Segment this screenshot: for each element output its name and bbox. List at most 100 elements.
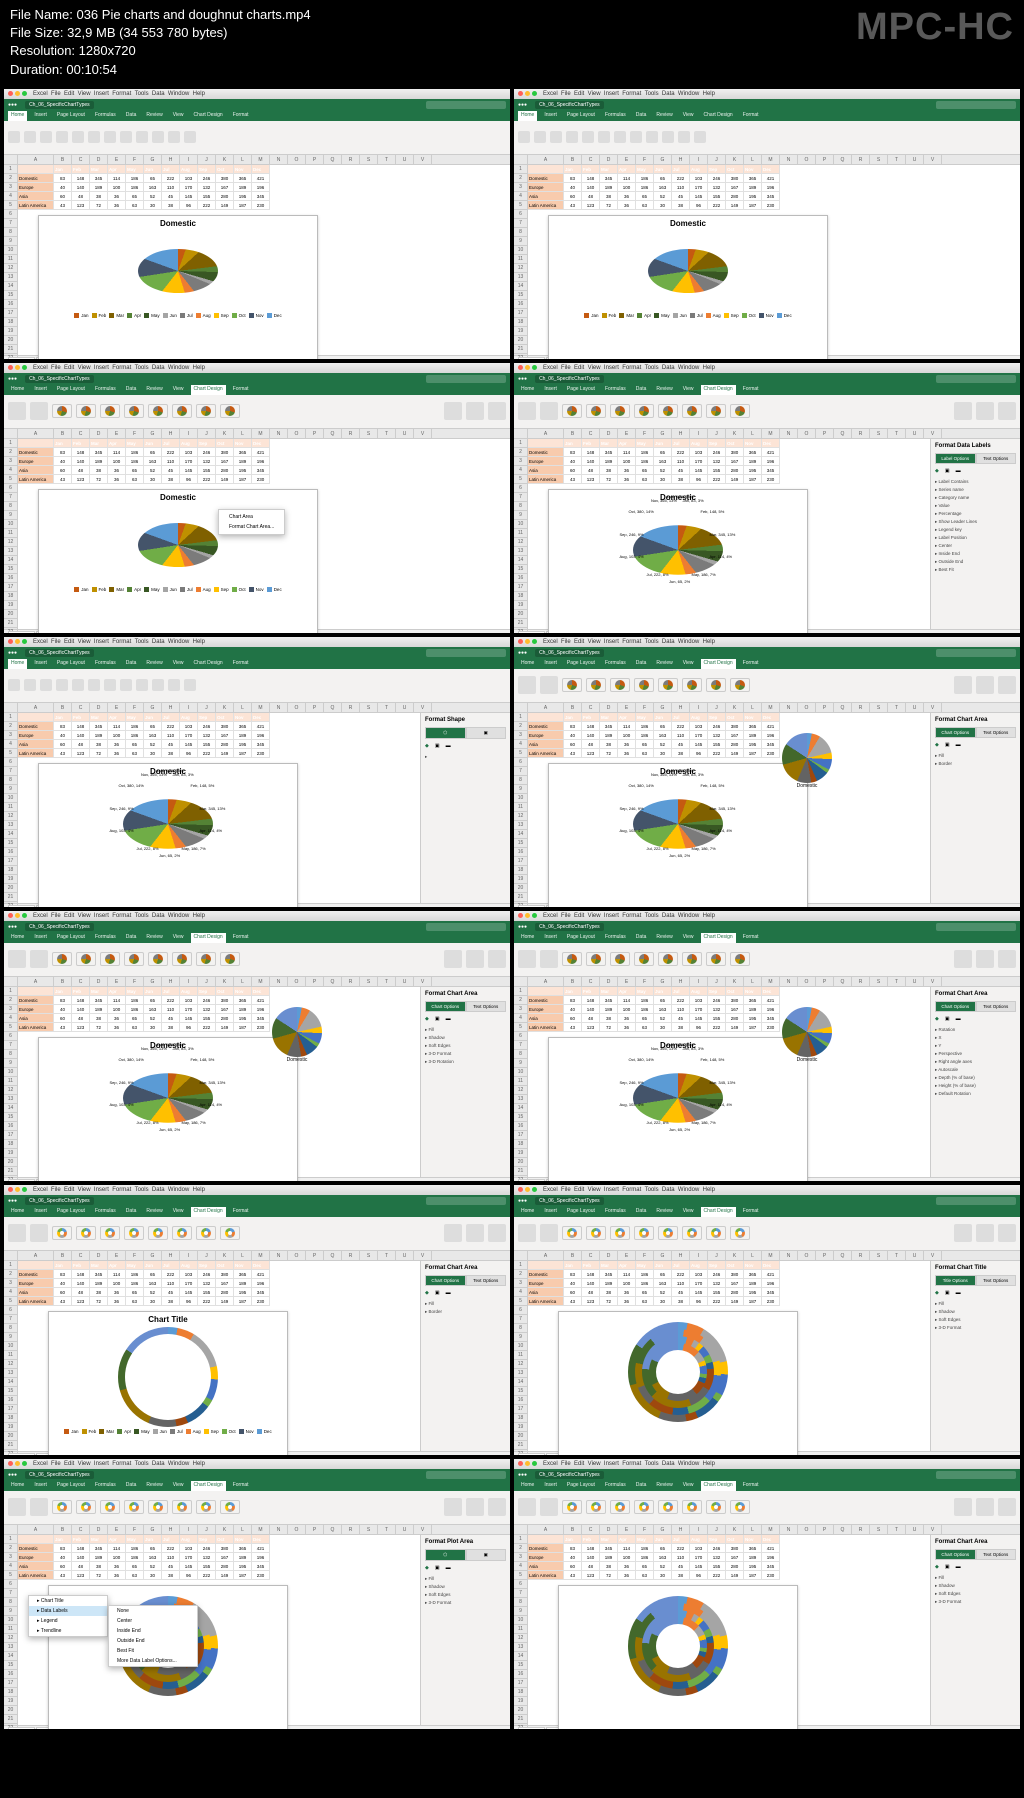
sheet-tab-column[interactable]: Column [518, 1453, 545, 1455]
tab-page-layout[interactable]: Page Layout [564, 385, 598, 395]
search-box[interactable] [936, 649, 1016, 657]
sheet-tab-column[interactable]: Column [8, 1453, 35, 1455]
chart-style[interactable] [730, 1226, 750, 1240]
tab-data[interactable]: Data [123, 659, 140, 669]
thumbnail-9[interactable]: Excel File Edit View Insert Format Tools… [4, 1185, 510, 1455]
sheet-tab-column[interactable]: Column [518, 905, 545, 907]
tab-format[interactable]: Format [740, 933, 762, 943]
spreadsheet-area[interactable]: JanFebMarAprMayJunJulAugSepOctNovDecDome… [528, 713, 930, 903]
tab-insert[interactable]: Insert [31, 1207, 50, 1217]
chart-style[interactable] [730, 1500, 750, 1514]
thumbnail-4[interactable]: Excel File Edit View Insert Format Tools… [514, 363, 1020, 633]
tab-formulas[interactable]: Formulas [602, 1481, 629, 1491]
tab-formulas[interactable]: Formulas [602, 385, 629, 395]
chart-style[interactable] [730, 952, 750, 966]
spreadsheet-area[interactable]: JanFebMarAprMayJunJulAugSepOctNovDecDome… [18, 987, 420, 1177]
sheet-tab-column[interactable]: Column [518, 1179, 545, 1181]
chart-style[interactable] [658, 404, 678, 418]
tab-data[interactable]: Data [633, 1481, 650, 1491]
tab-review[interactable]: Review [143, 1481, 165, 1491]
tab-data[interactable]: Data [633, 1207, 650, 1217]
tab-review[interactable]: Review [653, 1481, 675, 1491]
thumbnail-2[interactable]: Excel File Edit View Insert Format Tools… [514, 89, 1020, 359]
tab-home[interactable]: Home [518, 659, 537, 669]
tab-home[interactable]: Home [8, 1207, 27, 1217]
search-box[interactable] [936, 375, 1016, 383]
chart-style[interactable] [220, 1226, 240, 1240]
tab-home[interactable]: Home [8, 111, 27, 121]
tab-chart-design[interactable]: Chart Design [191, 1207, 226, 1217]
chart-style[interactable] [562, 1500, 582, 1514]
tab-home[interactable]: Home [518, 1481, 537, 1491]
tab-review[interactable]: Review [143, 1207, 165, 1217]
spreadsheet-area[interactable]: JanFebMarAprMayJunJulAugSepOctNovDecDome… [18, 439, 510, 629]
tab-format[interactable]: Format [740, 659, 762, 669]
tab-page-layout[interactable]: Page Layout [564, 933, 598, 943]
tab-review[interactable]: Review [143, 111, 165, 121]
tab-view[interactable]: View [170, 385, 187, 395]
chart-style[interactable] [610, 1500, 630, 1514]
chart-style[interactable] [196, 1226, 216, 1240]
chart-style[interactable] [658, 1226, 678, 1240]
chart-style[interactable] [634, 952, 654, 966]
thumbnail-7[interactable]: Excel File Edit View Insert Format Tools… [4, 911, 510, 1181]
spreadsheet-area[interactable]: JanFebMarAprMayJunJulAugSepOctNovDecDome… [528, 1535, 930, 1725]
tab-data[interactable]: Data [633, 933, 650, 943]
pie-chart-3d[interactable]: Jan, 83, 3%Feb, 148, 5%Mar, 345, 13%Apr,… [633, 505, 723, 595]
search-box[interactable] [936, 101, 1016, 109]
donut-chart[interactable] [628, 1596, 728, 1696]
search-box[interactable] [426, 101, 506, 109]
sheet-tab-column[interactable]: Column [8, 631, 35, 633]
thumbnail-11[interactable]: Excel File Edit View Insert Format Tools… [4, 1459, 510, 1729]
sheet-tab-column[interactable]: Column [8, 1179, 35, 1181]
chart-style[interactable] [196, 404, 216, 418]
tab-formulas[interactable]: Formulas [602, 1207, 629, 1217]
mini-pie-2d[interactable] [782, 733, 832, 783]
chart-container[interactable]: Domestic Jan, 83, 3%Feb, 148, 5%Mar, 345… [548, 489, 808, 633]
tab-view[interactable]: View [170, 1481, 187, 1491]
tab-data[interactable]: Data [123, 111, 140, 121]
chart-style[interactable] [52, 1226, 72, 1240]
search-box[interactable] [426, 923, 506, 931]
chart-style[interactable] [172, 404, 192, 418]
tab-home[interactable]: Home [8, 1481, 27, 1491]
tab-view[interactable]: View [680, 1207, 697, 1217]
tab-page-layout[interactable]: Page Layout [54, 111, 88, 121]
sheet-tab-column[interactable]: Column [518, 1727, 545, 1729]
tab-page-layout[interactable]: Page Layout [54, 385, 88, 395]
tab-format[interactable]: Format [230, 1207, 252, 1217]
chart-style[interactable] [52, 952, 72, 966]
chart-container[interactable]: Chart Title JanFebMarAprMayJunJulAugSepO… [48, 1311, 288, 1455]
tab-chart-design[interactable]: Chart Design [701, 1207, 736, 1217]
chart-style[interactable] [124, 1500, 144, 1514]
tab-formulas[interactable]: Formulas [602, 111, 629, 121]
tab-home[interactable]: Home [8, 385, 27, 395]
tab-insert[interactable]: Insert [541, 111, 560, 121]
tab-review[interactable]: Review [653, 1207, 675, 1217]
tab-format[interactable]: Format [230, 111, 252, 121]
tab-formulas[interactable]: Formulas [92, 1207, 119, 1217]
chart-container[interactable] [558, 1311, 798, 1455]
pie-chart-3d[interactable]: Jan, 83, 3%Feb, 148, 5%Mar, 345, 13%Apr,… [123, 1053, 213, 1143]
tab-format[interactable]: Format [740, 1481, 762, 1491]
search-box[interactable] [936, 1197, 1016, 1205]
tab-view[interactable]: View [680, 111, 697, 121]
chart-style[interactable] [682, 1500, 702, 1514]
chart-style[interactable] [610, 1226, 630, 1240]
tab-page-layout[interactable]: Page Layout [564, 659, 598, 669]
tab-view[interactable]: View [170, 933, 187, 943]
chart-style[interactable] [100, 1226, 120, 1240]
pie-chart-3d[interactable] [648, 231, 728, 311]
chart-style[interactable] [562, 678, 582, 692]
tab-formulas[interactable]: Formulas [92, 111, 119, 121]
search-box[interactable] [936, 923, 1016, 931]
tab-insert[interactable]: Insert [31, 385, 50, 395]
chart-style[interactable] [148, 404, 168, 418]
search-box[interactable] [426, 649, 506, 657]
chart-container[interactable]: Domestic Jan, 83, 3%Feb, 148, 5%Mar, 345… [548, 1037, 808, 1181]
chart-style[interactable] [610, 952, 630, 966]
tab-chart-design[interactable]: Chart Design [191, 111, 226, 121]
search-box[interactable] [936, 1471, 1016, 1479]
chart-style[interactable] [682, 952, 702, 966]
chart-style[interactable] [52, 404, 72, 418]
